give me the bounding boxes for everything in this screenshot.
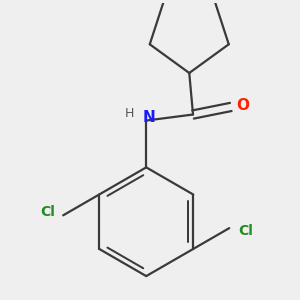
Text: O: O [236,98,249,113]
Text: Cl: Cl [238,224,253,238]
Text: Cl: Cl [41,205,56,219]
Text: H: H [125,106,134,119]
Text: N: N [143,110,156,125]
